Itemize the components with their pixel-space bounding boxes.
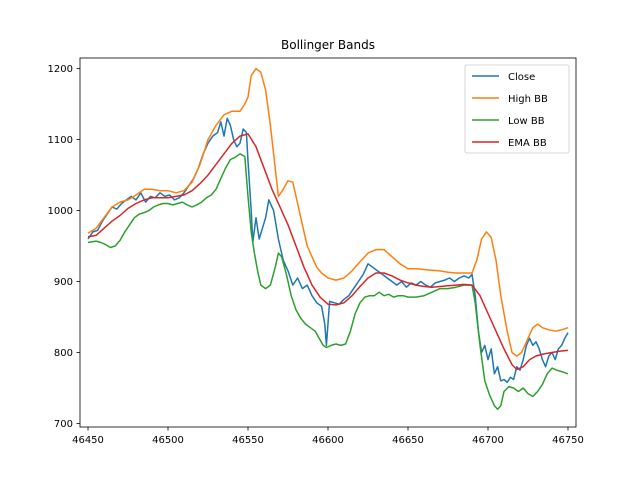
- x-tick-label: 46600: [312, 435, 344, 446]
- y-tick-label: 800: [54, 348, 73, 359]
- series-line-ema-bb: [87, 133, 569, 371]
- plot-area: [87, 67, 569, 411]
- y-tick-label: 900: [54, 277, 73, 288]
- y-tick-label: 1100: [48, 135, 73, 146]
- y-tick-label: 1000: [48, 206, 73, 217]
- legend: Close High BB Low BB EMA BB: [464, 64, 570, 154]
- x-tick-label: 46550: [232, 435, 264, 446]
- axes: 46450 46500 46550 46600 46650 46700 46750 700 80…: [48, 57, 584, 446]
- series-line-low-bb: [87, 153, 569, 411]
- y-tick-label: 1200: [48, 64, 73, 75]
- legend-label: Close: [508, 72, 535, 83]
- y-tick-label: 700: [54, 419, 73, 430]
- x-tick-label: 46500: [152, 435, 184, 446]
- x-tick-label: 46450: [72, 435, 104, 446]
- x-tick-label: 46750: [552, 435, 584, 446]
- series-line-close: [87, 117, 569, 384]
- legend-box: [464, 64, 570, 154]
- legend-label: High BB: [508, 94, 548, 105]
- chart-title: Bollinger Bands: [281, 38, 375, 52]
- series-line-high-bb: [87, 67, 569, 357]
- legend-label: EMA BB: [508, 138, 547, 149]
- x-tick-label: 46700: [472, 435, 504, 446]
- legend-label: Low BB: [508, 116, 545, 127]
- x-tick-label: 46650: [392, 435, 424, 446]
